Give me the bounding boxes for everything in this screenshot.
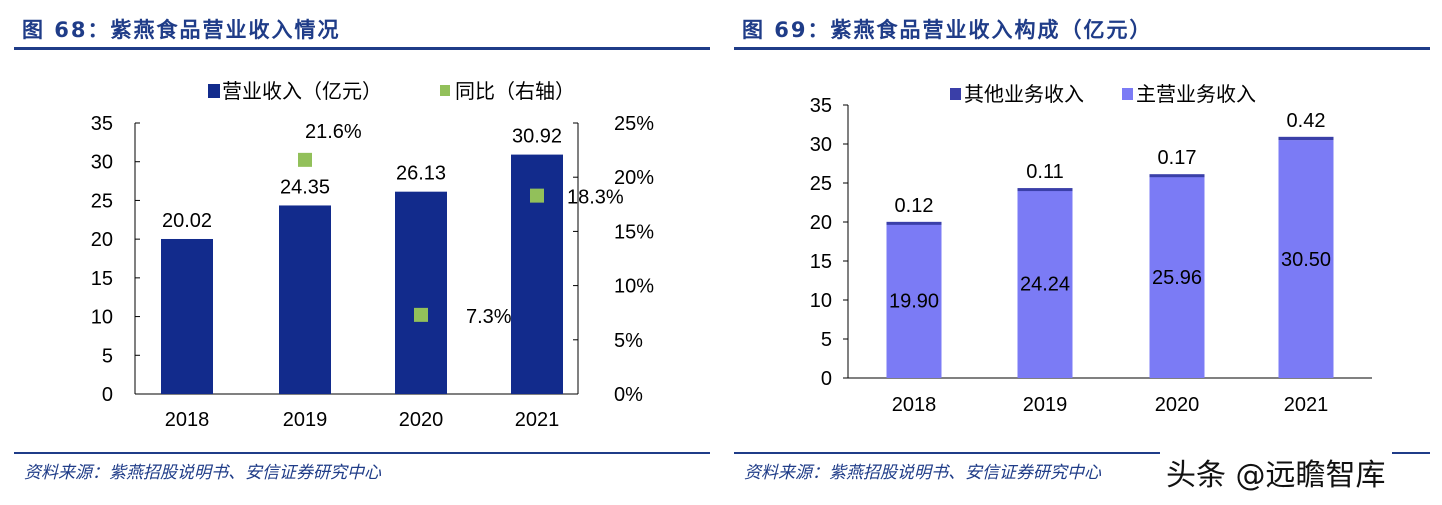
- bar-other-business: [1278, 136, 1334, 141]
- x-tick-label: 2019: [1023, 394, 1068, 416]
- y-tick-label: 0: [821, 368, 832, 390]
- point-label: 7.3%: [466, 306, 512, 328]
- x-tick-label: 2019: [283, 409, 328, 431]
- bar-main-business: [1278, 140, 1334, 378]
- legend-label-other: 其他业务收入: [964, 83, 1084, 106]
- title-rule-left: [14, 47, 710, 50]
- bar-label: 24.35: [280, 176, 330, 198]
- y-tick-label: 10: [810, 290, 832, 312]
- y2-tick-label: 15%: [614, 221, 654, 243]
- x-tick-label: 2020: [1155, 394, 1200, 416]
- y-tick-label: 5: [821, 329, 832, 351]
- y-tick-label: 15: [810, 251, 832, 273]
- bar-revenue: [279, 205, 331, 394]
- x-tick-label: 2020: [399, 409, 444, 431]
- bar-revenue: [395, 191, 447, 394]
- legend-swatch-yoy: [440, 85, 450, 96]
- legend-label-revenue: 营业收入（亿元）: [222, 80, 382, 103]
- point-yoy: [530, 188, 544, 203]
- source-rule-right: [734, 452, 1430, 454]
- y-tick-label: 25: [91, 190, 113, 212]
- y2-tick-label: 20%: [614, 167, 654, 189]
- x-tick-label: 2021: [1284, 394, 1329, 416]
- legend-label-main: 主营业务收入: [1136, 83, 1256, 106]
- legend-label-yoy: 同比（右轴）: [455, 80, 575, 103]
- source-rule-left: [14, 452, 710, 454]
- bar-main-business: [1149, 175, 1205, 378]
- x-tick-label: 2018: [892, 394, 937, 416]
- x-tick-label: 2021: [515, 409, 560, 431]
- y-tick-label: 15: [91, 268, 113, 290]
- bar-revenue: [161, 238, 213, 394]
- bar-label-other: 0.12: [895, 195, 934, 217]
- source-note-right: 资料来源：紫燕招股说明书、安信证券研究中心: [744, 463, 1101, 483]
- y2-tick-label: 25%: [614, 113, 654, 135]
- legend-swatch-revenue: [208, 84, 220, 98]
- bar-other-business: [1017, 188, 1073, 192]
- y-tick-label: 25: [810, 173, 832, 195]
- bar-main-business: [886, 222, 942, 378]
- bar-label-main: 30.50: [1281, 249, 1331, 271]
- bar-label-main: 19.90: [889, 290, 939, 312]
- legend-swatch-other: [950, 88, 961, 100]
- source-note-left: 资料来源：紫燕招股说明书、安信证券研究中心: [24, 463, 381, 483]
- y2-tick-label: 0%: [614, 384, 643, 406]
- y-tick-label: 5: [102, 345, 113, 367]
- bar-other-business: [886, 221, 942, 225]
- bar-label: 20.02: [162, 210, 212, 232]
- bar-other-business: [1149, 174, 1205, 178]
- point-label: 18.3%: [567, 187, 624, 209]
- y2-tick-label: 10%: [614, 276, 654, 298]
- y-tick-label: 35: [810, 95, 832, 117]
- bar-label-main: 25.96: [1152, 267, 1202, 289]
- y-tick-label: 20: [91, 229, 113, 251]
- bar-label-other: 0.42: [1287, 110, 1326, 132]
- figure-68-title: 图 68：紫燕食品营业收入情况: [22, 18, 341, 42]
- watermark: 头条 @远瞻智库: [1160, 450, 1392, 494]
- point-label: 21.6%: [305, 121, 362, 143]
- bar-main-business: [1017, 188, 1073, 378]
- point-yoy: [298, 152, 312, 167]
- bar-label: 26.13: [396, 163, 446, 185]
- legend-swatch-main: [1122, 88, 1133, 100]
- y-tick-label: 20: [810, 212, 832, 234]
- y-tick-label: 30: [810, 134, 832, 156]
- figure-69-title: 图 69：紫燕食品营业收入构成（亿元）: [742, 18, 1153, 42]
- bar-label: 30.92: [512, 126, 562, 148]
- point-yoy: [414, 307, 428, 322]
- bar-label-other: 0.17: [1158, 147, 1197, 169]
- y-tick-label: 10: [91, 307, 113, 329]
- y2-tick-label: 5%: [614, 330, 643, 352]
- x-tick-label: 2018: [165, 409, 210, 431]
- bar-label-main: 24.24: [1020, 273, 1070, 295]
- title-rule-right: [734, 47, 1430, 50]
- bar-label-other: 0.11: [1026, 161, 1063, 183]
- y-tick-label: 0: [102, 384, 113, 406]
- y-tick-label: 35: [91, 113, 113, 135]
- y-tick-label: 30: [91, 152, 113, 174]
